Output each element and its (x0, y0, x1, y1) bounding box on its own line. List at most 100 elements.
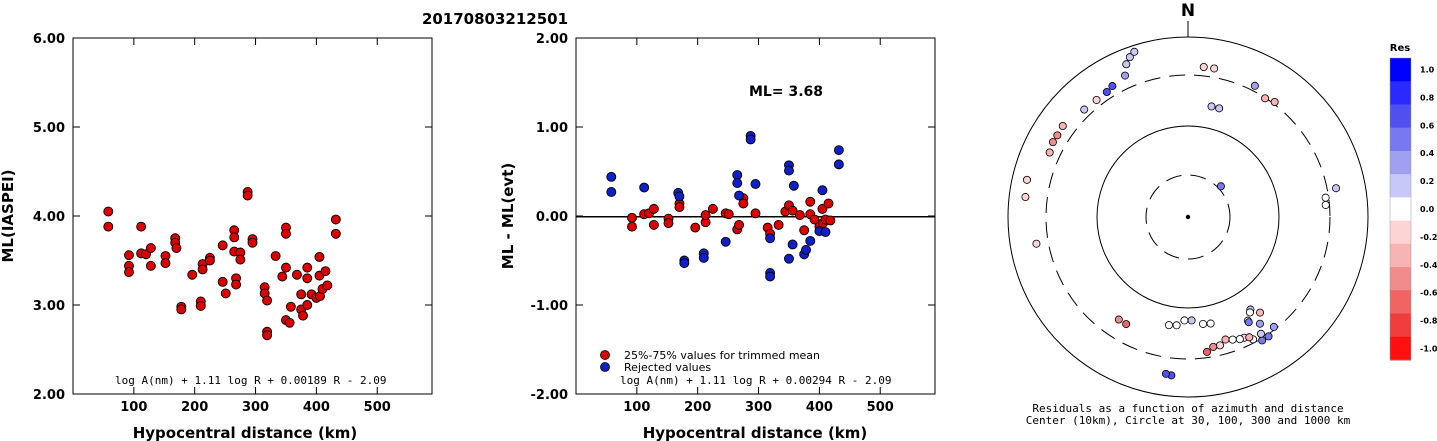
data-point (809, 214, 820, 225)
data-point (314, 251, 325, 262)
data-point (648, 219, 659, 230)
station-point (1180, 316, 1189, 325)
station-point (1215, 104, 1224, 113)
data-point (136, 221, 147, 232)
data-point (817, 185, 828, 196)
colorbar-title: Res (1390, 43, 1410, 54)
colorbar-cell (1390, 336, 1411, 361)
y-tick-label: 6.00 (33, 32, 65, 47)
colorbar-cell (1390, 81, 1411, 105)
station-point (1202, 347, 1211, 356)
station-point (1250, 81, 1259, 90)
y-tick-label: 2.00 (33, 388, 65, 403)
data-point (723, 209, 734, 220)
ring-100km (1096, 125, 1280, 309)
data-point (750, 179, 761, 189)
data-point (720, 236, 731, 247)
colorbar-cell (1390, 127, 1411, 152)
data-point (765, 271, 776, 282)
data-point (794, 210, 805, 221)
y-tick-label: 2.00 (536, 32, 568, 47)
event-title: 20170803212501 (422, 10, 568, 28)
data-point (627, 212, 637, 223)
colorbar-cell (1390, 197, 1411, 222)
station-point (1199, 319, 1208, 328)
data-point (145, 243, 156, 253)
data-point (750, 208, 761, 219)
station-point (1021, 193, 1030, 202)
y-axis-label: ML(IASPEI) (0, 169, 17, 262)
station-point (1228, 335, 1237, 344)
legend-label-rejected: Rejected values (624, 361, 711, 374)
colorbar-cell (1390, 313, 1411, 338)
station-point (1121, 71, 1130, 80)
y-tick-label: 3.00 (33, 299, 65, 314)
axis-ticks: 100 200 300 400 500 -2.00 -1.00 0.00 1.00 2.00 (531, 32, 935, 415)
data-point (204, 255, 215, 266)
formula-text: log A(nm) + 1.11 log R + 0.00294 R - 2.0… (620, 374, 892, 387)
station-point (1164, 321, 1173, 330)
colorbar-cell (1390, 290, 1411, 315)
data-point (285, 301, 296, 312)
colorbar-cell (1390, 58, 1411, 82)
x-tick-label: 300 (745, 400, 772, 415)
station-points (1021, 47, 1341, 380)
colorbar-ticks: 1.0 0.8 0.6 0.4 0.2 0.0 -0.2 -0.4 -0.6 -0.8 -1.0 (1420, 66, 1437, 354)
data-point (788, 180, 799, 191)
data-point (690, 222, 701, 233)
legend-marker-rejected (600, 362, 610, 372)
epicenter-dot (1185, 214, 1191, 220)
data-point (320, 266, 331, 277)
data-point (679, 258, 690, 269)
data-point (124, 267, 134, 278)
station-point (1187, 316, 1196, 325)
station-point (1058, 122, 1067, 131)
data-point (302, 273, 313, 284)
colorbar-cell (1390, 174, 1411, 198)
station-point (1122, 60, 1131, 69)
colorbar-tick-label: 0.6 (1420, 121, 1435, 130)
colorbar-cells (1389, 57, 1412, 361)
data-point (606, 187, 617, 197)
data-point (262, 295, 273, 306)
data-point (235, 254, 246, 265)
station-point (1161, 369, 1170, 378)
data-point (124, 250, 134, 261)
colorbar-cell (1390, 220, 1411, 245)
station-point (1206, 319, 1215, 328)
colorbar-tick-label: 0.2 (1420, 177, 1434, 186)
y-tick-label: 4.00 (33, 210, 65, 225)
data-point (707, 203, 718, 214)
colorbar-tick-label: -0.2 (1420, 233, 1437, 242)
y-axis-label: ML - ML(evt) (499, 163, 517, 269)
x-tick-label: 200 (181, 400, 208, 415)
data-point (765, 233, 776, 244)
legend-label-trimmed: 25%-75% values for trimmed mean (624, 349, 820, 362)
station-point (1207, 102, 1216, 111)
colorbar-tick-label: -1.0 (1420, 344, 1437, 353)
colorbar-tick-label: 1.0 (1420, 66, 1435, 75)
y-tick-label: 1.00 (536, 121, 568, 136)
y-tick-label: -1.00 (531, 299, 568, 314)
data-point (787, 205, 798, 216)
station-point (1080, 105, 1089, 114)
polar-residual-panel: N Residuals as a function of azimuth and… (1007, 1, 1369, 427)
data-point (262, 330, 273, 341)
colorbar-cell (1390, 267, 1411, 291)
data-point (229, 232, 240, 243)
x-axis-label: Hypocentral distance (km) (643, 424, 868, 441)
legend-marker-trimmed (600, 350, 610, 360)
station-point (1245, 308, 1254, 317)
data-point (302, 300, 313, 310)
data-point (648, 203, 659, 214)
station-point (1256, 329, 1265, 338)
x-axis-label: Hypocentral distance (km) (133, 424, 358, 441)
station-point (1256, 308, 1265, 317)
data-point (298, 310, 308, 321)
data-point (103, 206, 114, 217)
data-point (823, 198, 834, 209)
formula-text: log A(nm) + 1.11 log R + 0.00189 R - 2.0… (115, 374, 387, 387)
station-point (1022, 175, 1031, 184)
colorbar-tick-label: -0.4 (1420, 261, 1437, 270)
data-point (187, 269, 198, 280)
